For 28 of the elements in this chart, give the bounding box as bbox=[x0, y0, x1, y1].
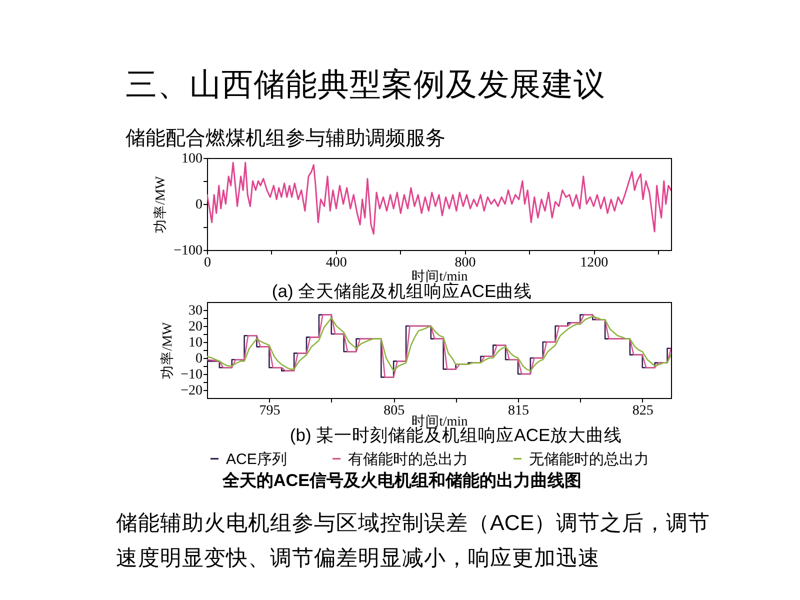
y-tick-label: 30 bbox=[188, 304, 202, 318]
line-series bbox=[207, 162, 671, 235]
text: 储能辅助火电机组参与区域控制误差（ACE）调节之后，调节速度明显变快、调节偏差明显减小，响应更加迅速 bbox=[116, 511, 710, 570]
chart-title: 三、山西储能典型案例及发展建议 bbox=[126, 66, 606, 102]
x-axis-title: 时间t/min bbox=[411, 268, 468, 284]
y-axis-title: 功率/MW bbox=[160, 322, 175, 379]
legend-label: ACE序列 bbox=[226, 450, 287, 468]
x-tick-label: 800 bbox=[454, 256, 476, 270]
y-tick-label: −20 bbox=[180, 384, 202, 398]
y-tick-label: 10 bbox=[188, 336, 202, 350]
y-tick-label: 100 bbox=[182, 152, 202, 166]
y-tick-label: 20 bbox=[188, 320, 202, 334]
legend-label: 无储能时的总出力 bbox=[529, 450, 649, 468]
text: (a) 全天储能及机组响应ACE曲线 bbox=[272, 281, 532, 301]
chart-subtitle: 储能配合燃煤机组参与辅助调频服务 bbox=[126, 128, 446, 150]
x-tick-label: 795 bbox=[259, 404, 280, 418]
y-tick-label: −100 bbox=[174, 244, 202, 258]
x-tick-label: 815 bbox=[508, 404, 529, 418]
legend-label: 有储能时的总出力 bbox=[348, 450, 468, 468]
y-tick-label: 0 bbox=[196, 198, 202, 212]
x-tick-label: 805 bbox=[384, 404, 405, 418]
x-tick-label: 400 bbox=[326, 256, 347, 270]
x-tick-label: 825 bbox=[632, 404, 654, 418]
text: 全天的ACE信号及火电机组和储能的出力曲线图 bbox=[221, 470, 582, 490]
x-tick-label: 1200 bbox=[580, 256, 608, 270]
y-axis-title: 功率/MW bbox=[152, 176, 168, 233]
y-tick-label: 0 bbox=[196, 352, 202, 366]
y-tick-label: −10 bbox=[180, 368, 202, 382]
